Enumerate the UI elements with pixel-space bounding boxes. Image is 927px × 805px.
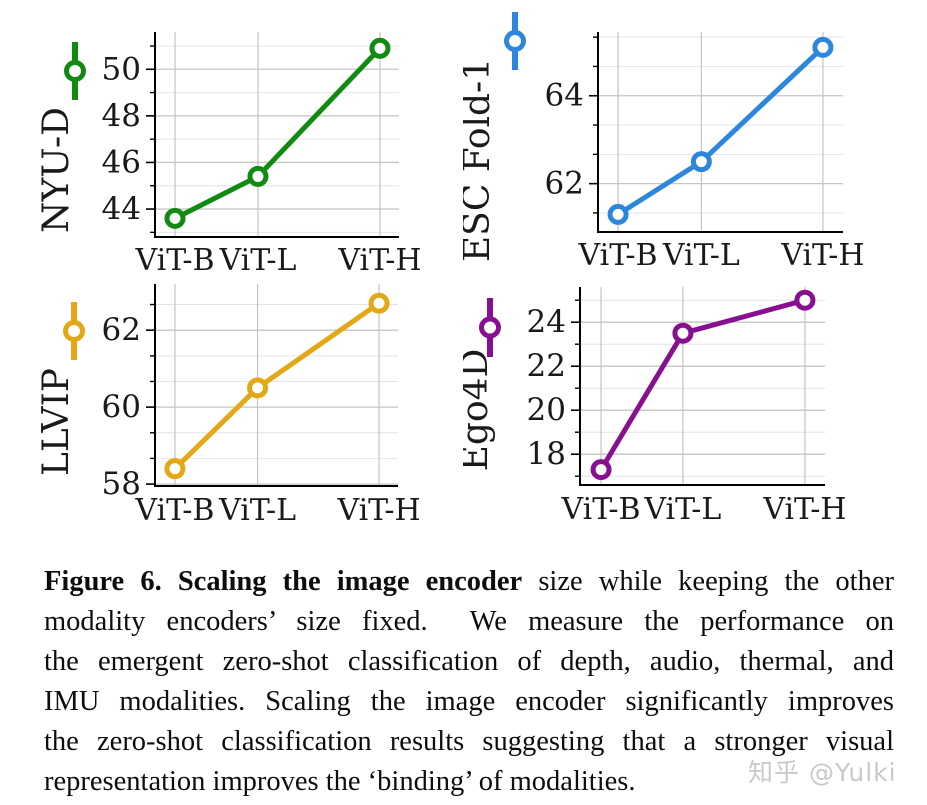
data-point-marker: [607, 203, 629, 225]
y-tick-label: 46: [102, 144, 141, 180]
y-tick-label: 60: [102, 389, 141, 425]
watermark: 知乎 @Yulki: [748, 758, 897, 787]
legend-open-circle-icon: [64, 60, 86, 82]
y-tick-label: 50: [102, 51, 141, 87]
y-tick-label: 18: [527, 436, 566, 472]
data-point-marker: [690, 151, 712, 173]
data-point-marker: [794, 289, 816, 311]
caption-line: the emergent zero-shot classification of…: [44, 646, 894, 677]
x-tick-label: ViT-H: [337, 243, 421, 274]
x-tick-label: ViT-B: [134, 243, 214, 274]
y-axis-title: Ego4D: [463, 349, 496, 472]
y-axis-title: NYU-D: [36, 107, 77, 233]
data-point-marker: [247, 377, 269, 399]
x-tick-label: ViT-H: [780, 238, 864, 273]
x-tick-label: ViT-H: [336, 493, 420, 528]
data-line: [615, 44, 826, 217]
chart-ego4d: 18 20 22 24 ViT-B ViT-L ViT-H Ego4D: [463, 287, 847, 527]
charts-grid: 44 46 48 50 ViT-B ViT-L ViT-H NYU-D 62 64 ViT-B ViT…: [36, 12, 865, 528]
data-line: [598, 297, 808, 473]
data-line: [172, 300, 382, 472]
legend-open-circle-icon: [479, 316, 501, 339]
y-tick-label: 22: [527, 348, 566, 384]
caption-bold-title: Figure 6. Scaling the image encoder: [44, 566, 523, 597]
y-tick-label: 62: [102, 312, 141, 348]
y-tick-label: 24: [527, 304, 566, 340]
data-point-marker: [812, 36, 834, 58]
legend-open-circle-icon: [63, 320, 85, 342]
chart-nyu-d: 44 46 48 50 ViT-B ViT-L ViT-H NYU-D: [36, 32, 422, 274]
x-tick-label: ViT-H: [762, 492, 846, 527]
caption-line: Figure 6. Scaling the image encoder size…: [44, 566, 894, 597]
y-tick-label: 62: [545, 166, 584, 202]
data-point-marker: [164, 458, 186, 480]
x-tick-label: ViT-B: [134, 493, 214, 528]
data-point-marker: [369, 37, 391, 59]
data-point-marker: [590, 459, 612, 481]
x-tick-label: ViT-L: [218, 493, 296, 528]
chart-esc-fold-1: 62 64 ViT-B ViT-L ViT-H ESC Fold-1: [463, 12, 865, 273]
caption-line: representation improves the ‘binding’ of…: [44, 766, 636, 797]
x-tick-label: ViT-L: [662, 238, 740, 273]
y-tick-label: 64: [545, 78, 584, 114]
caption-line: the zero-shot classification results sug…: [44, 726, 894, 757]
y-tick-label: 44: [102, 191, 141, 227]
y-tick-label: 20: [527, 392, 566, 428]
legend-open-circle-icon: [504, 30, 526, 52]
y-tick-label: 58: [102, 466, 141, 502]
x-tick-label: ViT-B: [561, 492, 641, 527]
data-point-marker: [164, 207, 186, 229]
y-tick-label: 48: [102, 98, 141, 134]
chart-llvip: 58 60 62 ViT-B ViT-L ViT-H LLVIP: [36, 284, 421, 528]
y-axis-title: ESC Fold-1: [463, 58, 498, 262]
x-tick-label: ViT-B: [578, 238, 658, 273]
y-axis-title: LLVIP: [36, 368, 77, 476]
x-tick-label: ViT-L: [218, 243, 296, 274]
data-point-marker: [247, 165, 269, 187]
caption-line: IMU modalities. Scaling the image encode…: [44, 686, 894, 717]
x-tick-label: ViT-L: [643, 492, 721, 527]
data-point-marker: [672, 322, 694, 344]
data-line: [172, 45, 383, 221]
data-point-marker: [368, 292, 390, 314]
figure-caption: Figure 6. Scaling the image encoder size…: [44, 562, 894, 802]
caption-line: modality encoders’ size fixed. We measur…: [44, 606, 894, 637]
